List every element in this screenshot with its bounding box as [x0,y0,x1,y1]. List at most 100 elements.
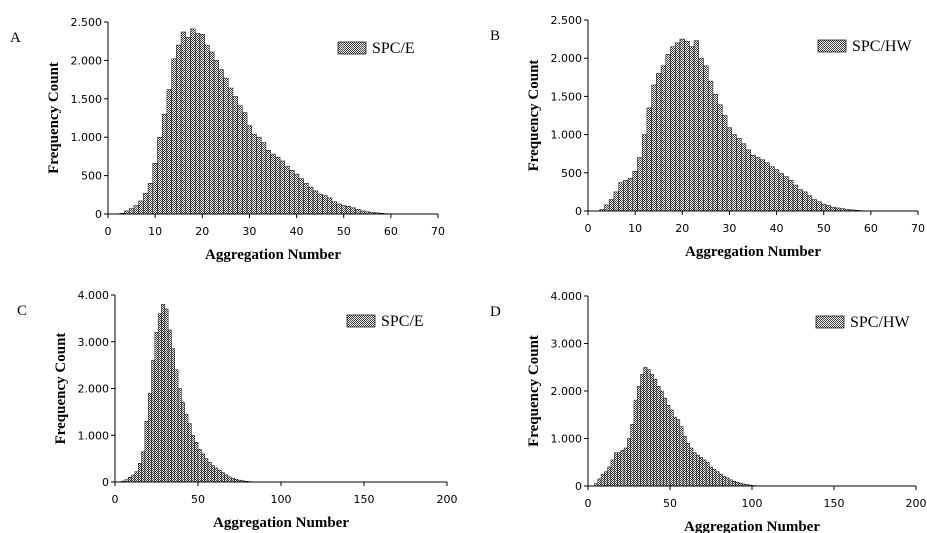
y-tick-label: 2.000 [71,54,103,67]
bar [199,34,205,215]
bar [653,378,658,487]
bar [717,104,723,212]
bar [623,447,628,487]
bar [679,38,685,212]
bar [604,204,610,212]
bar [190,28,196,215]
bar [143,193,149,215]
bar [792,184,799,212]
legend-label: SPC/HW [852,38,912,55]
y-tick-label: 4.000 [551,290,583,303]
bar [128,477,132,483]
bar [703,65,709,212]
bar [643,367,648,487]
bar [223,77,229,215]
x-tick-label: 70 [911,222,925,235]
y-tick-label: 4.000 [78,289,110,302]
bar [204,458,209,483]
x-tick-label: 0 [112,493,119,506]
panel: B 0 500 1.000 1.500 2.000 2.500 0 10 20 30 40 50 60 70… [490,14,925,260]
bar [218,69,224,215]
x-tick-label: 200 [906,497,927,510]
bar [151,360,156,483]
bar [646,369,651,487]
bar [633,400,638,487]
bar [355,209,361,215]
y-tick-label: 2.500 [71,16,103,29]
bar [636,386,641,487]
bar [185,37,191,215]
x-axis-label: Aggregation Number [205,247,341,263]
x-tick-label: 50 [817,222,831,235]
bar [821,203,827,212]
bar [755,157,761,212]
bar [161,113,168,215]
bar [745,149,751,212]
y-tick-label: 2.000 [551,385,583,398]
bar [303,183,309,215]
bar [171,58,177,215]
bar [693,40,700,212]
bar [157,313,162,483]
bar [275,156,281,215]
bar [773,169,780,212]
y-tick-label: 0 [575,205,582,218]
bar [317,193,323,215]
x-tick-label: 10 [628,222,642,235]
bar [242,112,248,215]
bar [641,134,648,212]
bar [181,402,185,483]
x-tick-label: 60 [384,225,398,238]
y-tick-label: 2.500 [551,14,583,27]
bar [197,449,202,483]
bar [659,390,664,487]
bar [613,191,619,212]
x-tick-label: 40 [290,225,304,238]
y-tick-label: 0 [95,208,102,221]
bar [682,435,687,487]
bar [312,190,319,215]
bar [620,450,625,487]
bar [176,44,182,215]
bar [613,452,618,487]
bar [715,471,720,487]
bar [341,205,347,215]
bar [660,65,667,212]
bar [689,46,695,212]
y-tick-label: 0 [575,480,582,493]
bar [256,136,262,215]
x-tick-label: 50 [663,497,677,510]
y-tick-label: 500 [561,167,582,180]
bar [825,205,832,212]
bar [220,472,225,483]
y-tick-label: 1.500 [71,93,103,106]
bar [154,332,159,483]
bar [204,44,210,215]
bar [194,33,201,215]
bar [279,160,286,215]
bar [607,466,612,487]
bar [627,177,634,212]
bar [171,348,176,483]
bar [722,115,728,212]
x-tick-label: 50 [337,225,351,238]
bar [712,93,718,212]
bar [157,136,163,215]
bar [298,178,304,215]
bar [131,474,136,483]
bar [750,154,756,212]
y-tick-label: 500 [81,170,102,183]
y-tick-label: 1.000 [78,429,110,442]
legend-swatch [817,39,847,53]
bar [618,182,624,212]
x-tick-label: 200 [437,493,458,506]
legend-label: SPC/HW [850,314,910,331]
bar [230,478,235,483]
bar [246,125,253,215]
bar [326,197,333,215]
x-tick-label: 150 [354,493,375,506]
bar [617,452,622,487]
bar [669,409,674,487]
y-tick-label: 1.000 [551,433,583,446]
bar [637,157,643,212]
